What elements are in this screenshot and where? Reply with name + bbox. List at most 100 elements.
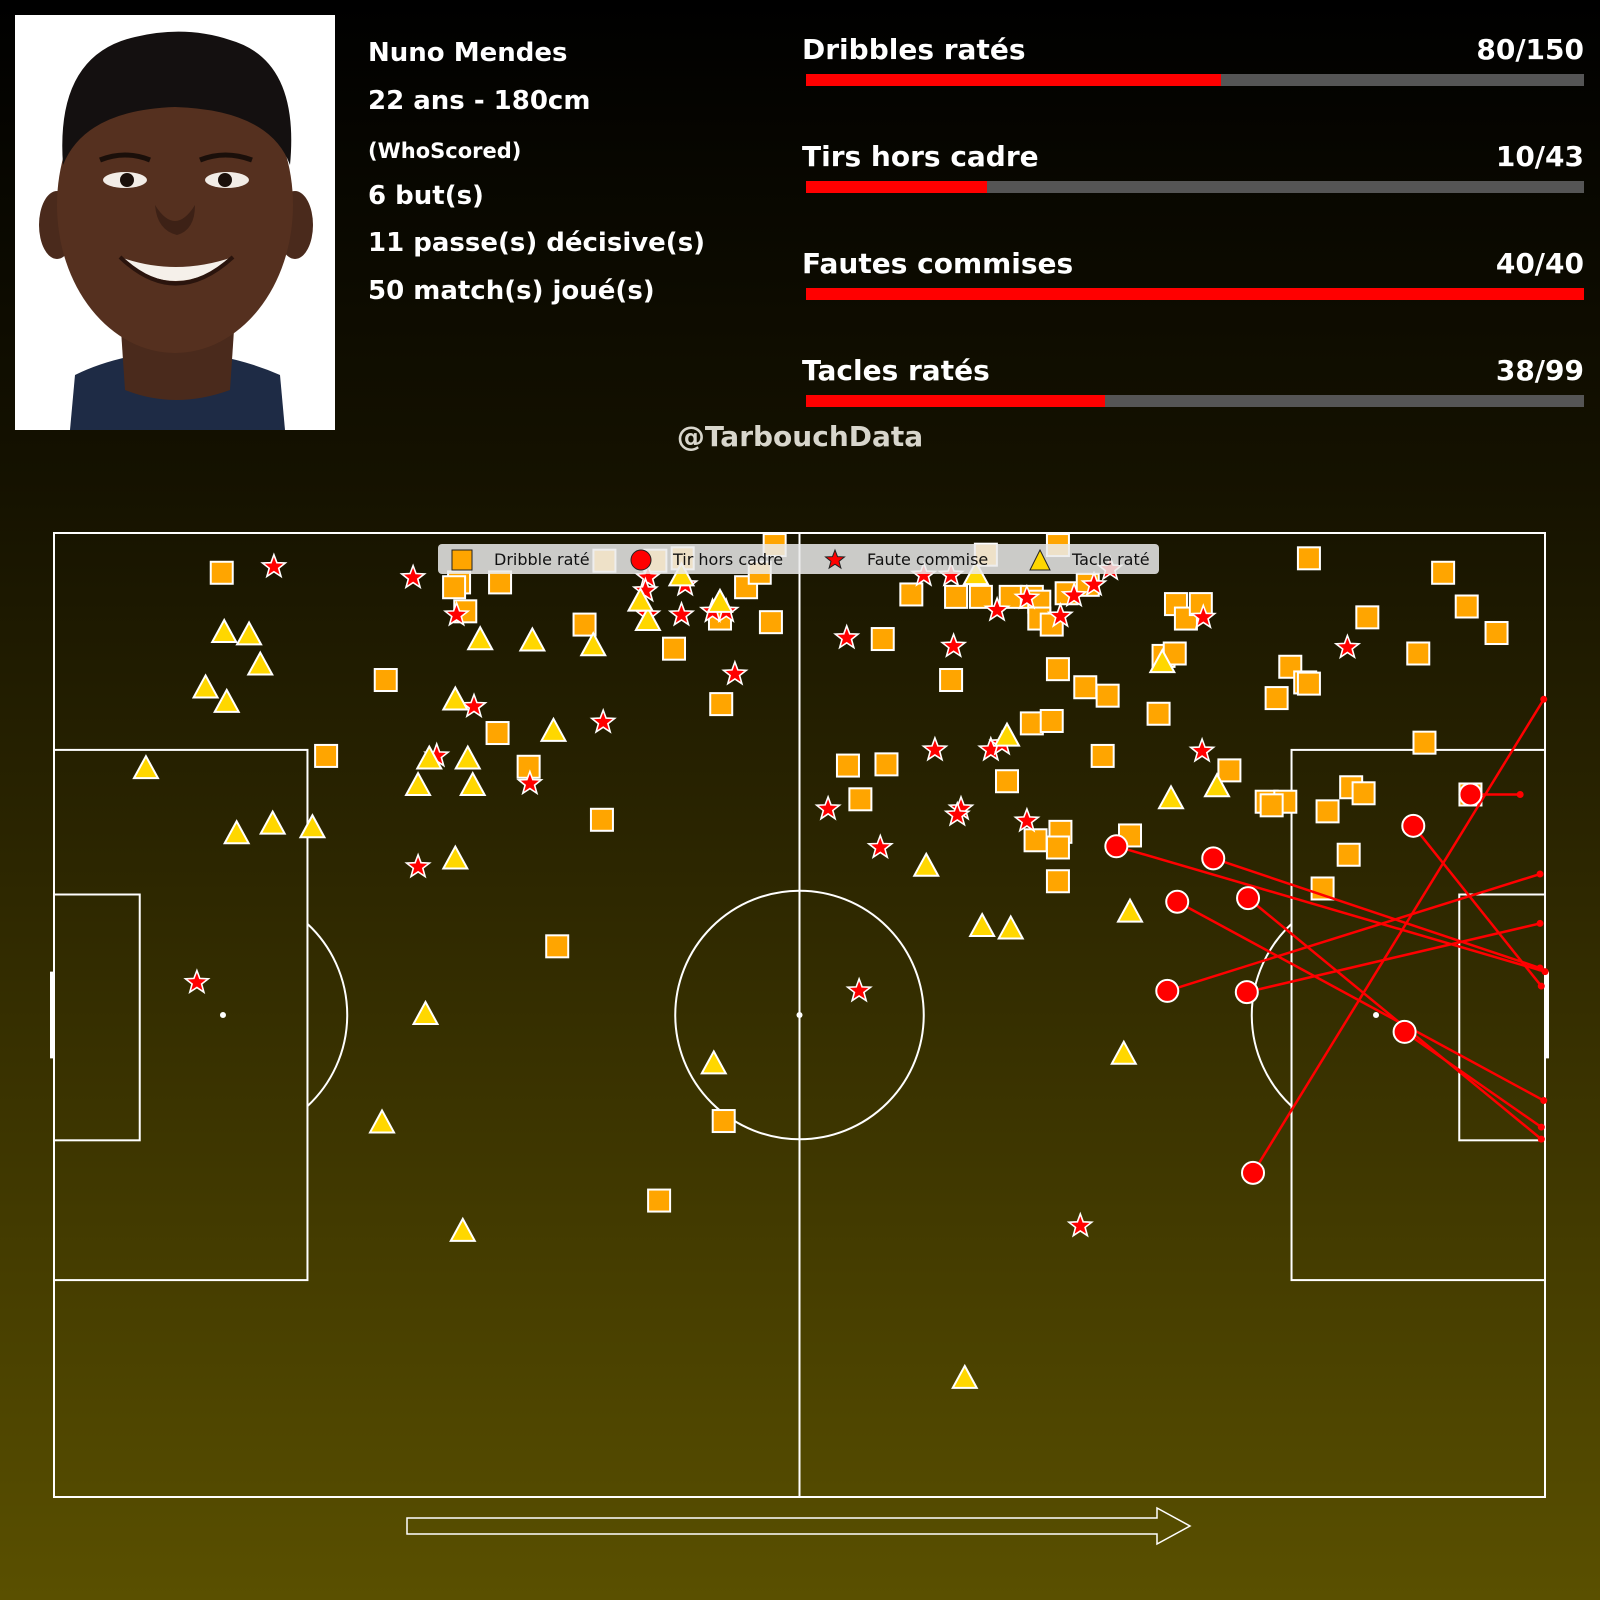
player-goals: 6 but(s) [368,181,484,211]
shot-end-point [1540,1097,1548,1105]
tackle-marker [968,911,996,938]
tackle-marker [441,844,470,870]
dribble-marker [1217,758,1242,783]
tackle-marker [1110,1039,1138,1065]
stat-value: 38/99 [1495,354,1584,387]
tackle-marker [404,770,432,797]
foul-marker [983,595,1011,622]
center-spot [796,1012,803,1018]
dribble-marker [647,1188,672,1213]
stat-label: Dribbles ratés [802,33,1026,66]
tackle-marker [449,1216,477,1242]
left-penalty-spot [219,1012,226,1018]
shot-trajectory [1403,1030,1542,1129]
dribble-marker [1431,560,1456,585]
shot-trajectory [1166,872,1541,993]
left-penalty-arc [306,923,349,1107]
shot-end-point [1537,982,1545,990]
foul-marker [460,692,488,719]
shot-end-point [1540,695,1548,703]
shot-end-point [1536,919,1544,927]
shot-marker [1155,978,1180,1003]
dribble-marker [589,807,614,832]
dribble-marker [1336,842,1361,867]
foul-marker [921,735,949,762]
dribble-marker [373,668,398,693]
stat-value: 40/40 [1495,247,1584,280]
foul-marker [940,632,968,658]
foul-marker [399,563,427,590]
legend-circle-icon [630,549,652,571]
tackle-marker [222,819,251,845]
right-penalty-arc [1250,923,1293,1107]
shot-end-point [1536,870,1544,878]
shot-trajectory [1246,922,1541,994]
foul-marker [1046,601,1074,628]
stat-bar-fill [806,288,1584,300]
foul-marker [1080,570,1108,597]
dribble-marker [1045,835,1070,860]
stat-bar-track [806,288,1584,300]
stat-shots-off-target: Tirs hors cadre 10/43 [802,140,1584,200]
right-goal [1545,971,1549,1059]
foul-marker [1013,583,1041,610]
dribble-marker [662,636,687,661]
legend-label: Faute commise [867,550,989,569]
stat-value: 80/150 [1476,33,1584,66]
shot-trajectory [1412,825,1543,987]
chart-legend: Dribble raté Tir hors cadre Faute commis… [438,544,1159,574]
foul-marker [443,600,471,627]
tackle-marker [667,561,696,587]
shot-marker [1458,782,1483,807]
dribble-marker [848,787,873,812]
dribble-marker [1023,828,1048,853]
tackle-marker [258,809,287,835]
dribble-marker [1406,641,1431,666]
foul-marker [721,659,749,686]
dribble-marker [209,560,234,585]
foul-marker [260,552,288,579]
tackle-marker [210,617,238,644]
tackle-marker [459,770,487,797]
dribble-marker [314,743,339,768]
tackle-marker [700,1049,728,1075]
dribble-marker [758,610,783,635]
dribble-marker [1039,708,1064,733]
dribble-marker [874,752,899,777]
player-portrait-image [15,15,335,430]
dribble-marker [1315,799,1340,824]
tackle-marker [441,685,470,711]
shot-end-point [1537,1135,1545,1143]
foul-marker [667,600,696,627]
dribble-marker [1073,675,1098,700]
dribble-marker [1019,711,1044,736]
foul-marker [1060,581,1088,608]
dribble-marker [1045,657,1070,682]
player-name: Nuno Mendes [368,38,568,68]
shot-marker [1241,1160,1266,1185]
shot-end-point [1516,790,1524,798]
dribble-marker [870,627,895,652]
shot-end-point [1537,1123,1545,1131]
shot-trajectory [1212,857,1541,970]
tackle-marker [466,625,494,651]
tackle-marker [132,754,160,780]
tackle-marker [246,650,274,676]
foul-marker [833,623,861,650]
shot-marker [1234,980,1259,1005]
dribble-marker [968,584,993,609]
dribble-marker [545,934,570,959]
attack-direction-arrow [406,1506,1192,1546]
shot-trajectory [1115,845,1546,973]
dribble-marker [1259,793,1284,818]
dribble-marker [944,584,969,609]
stat-bar-track [806,74,1584,86]
player-photo [15,15,335,430]
foul-marker [943,800,971,827]
tackle-marker [1203,772,1231,798]
dribble-marker [485,721,510,746]
legend-star-icon [824,548,846,570]
watermark: @TarbouchData [676,420,924,453]
tackle-marker [1157,784,1185,810]
player-age-height: 22 ans - 180cm [368,86,591,116]
